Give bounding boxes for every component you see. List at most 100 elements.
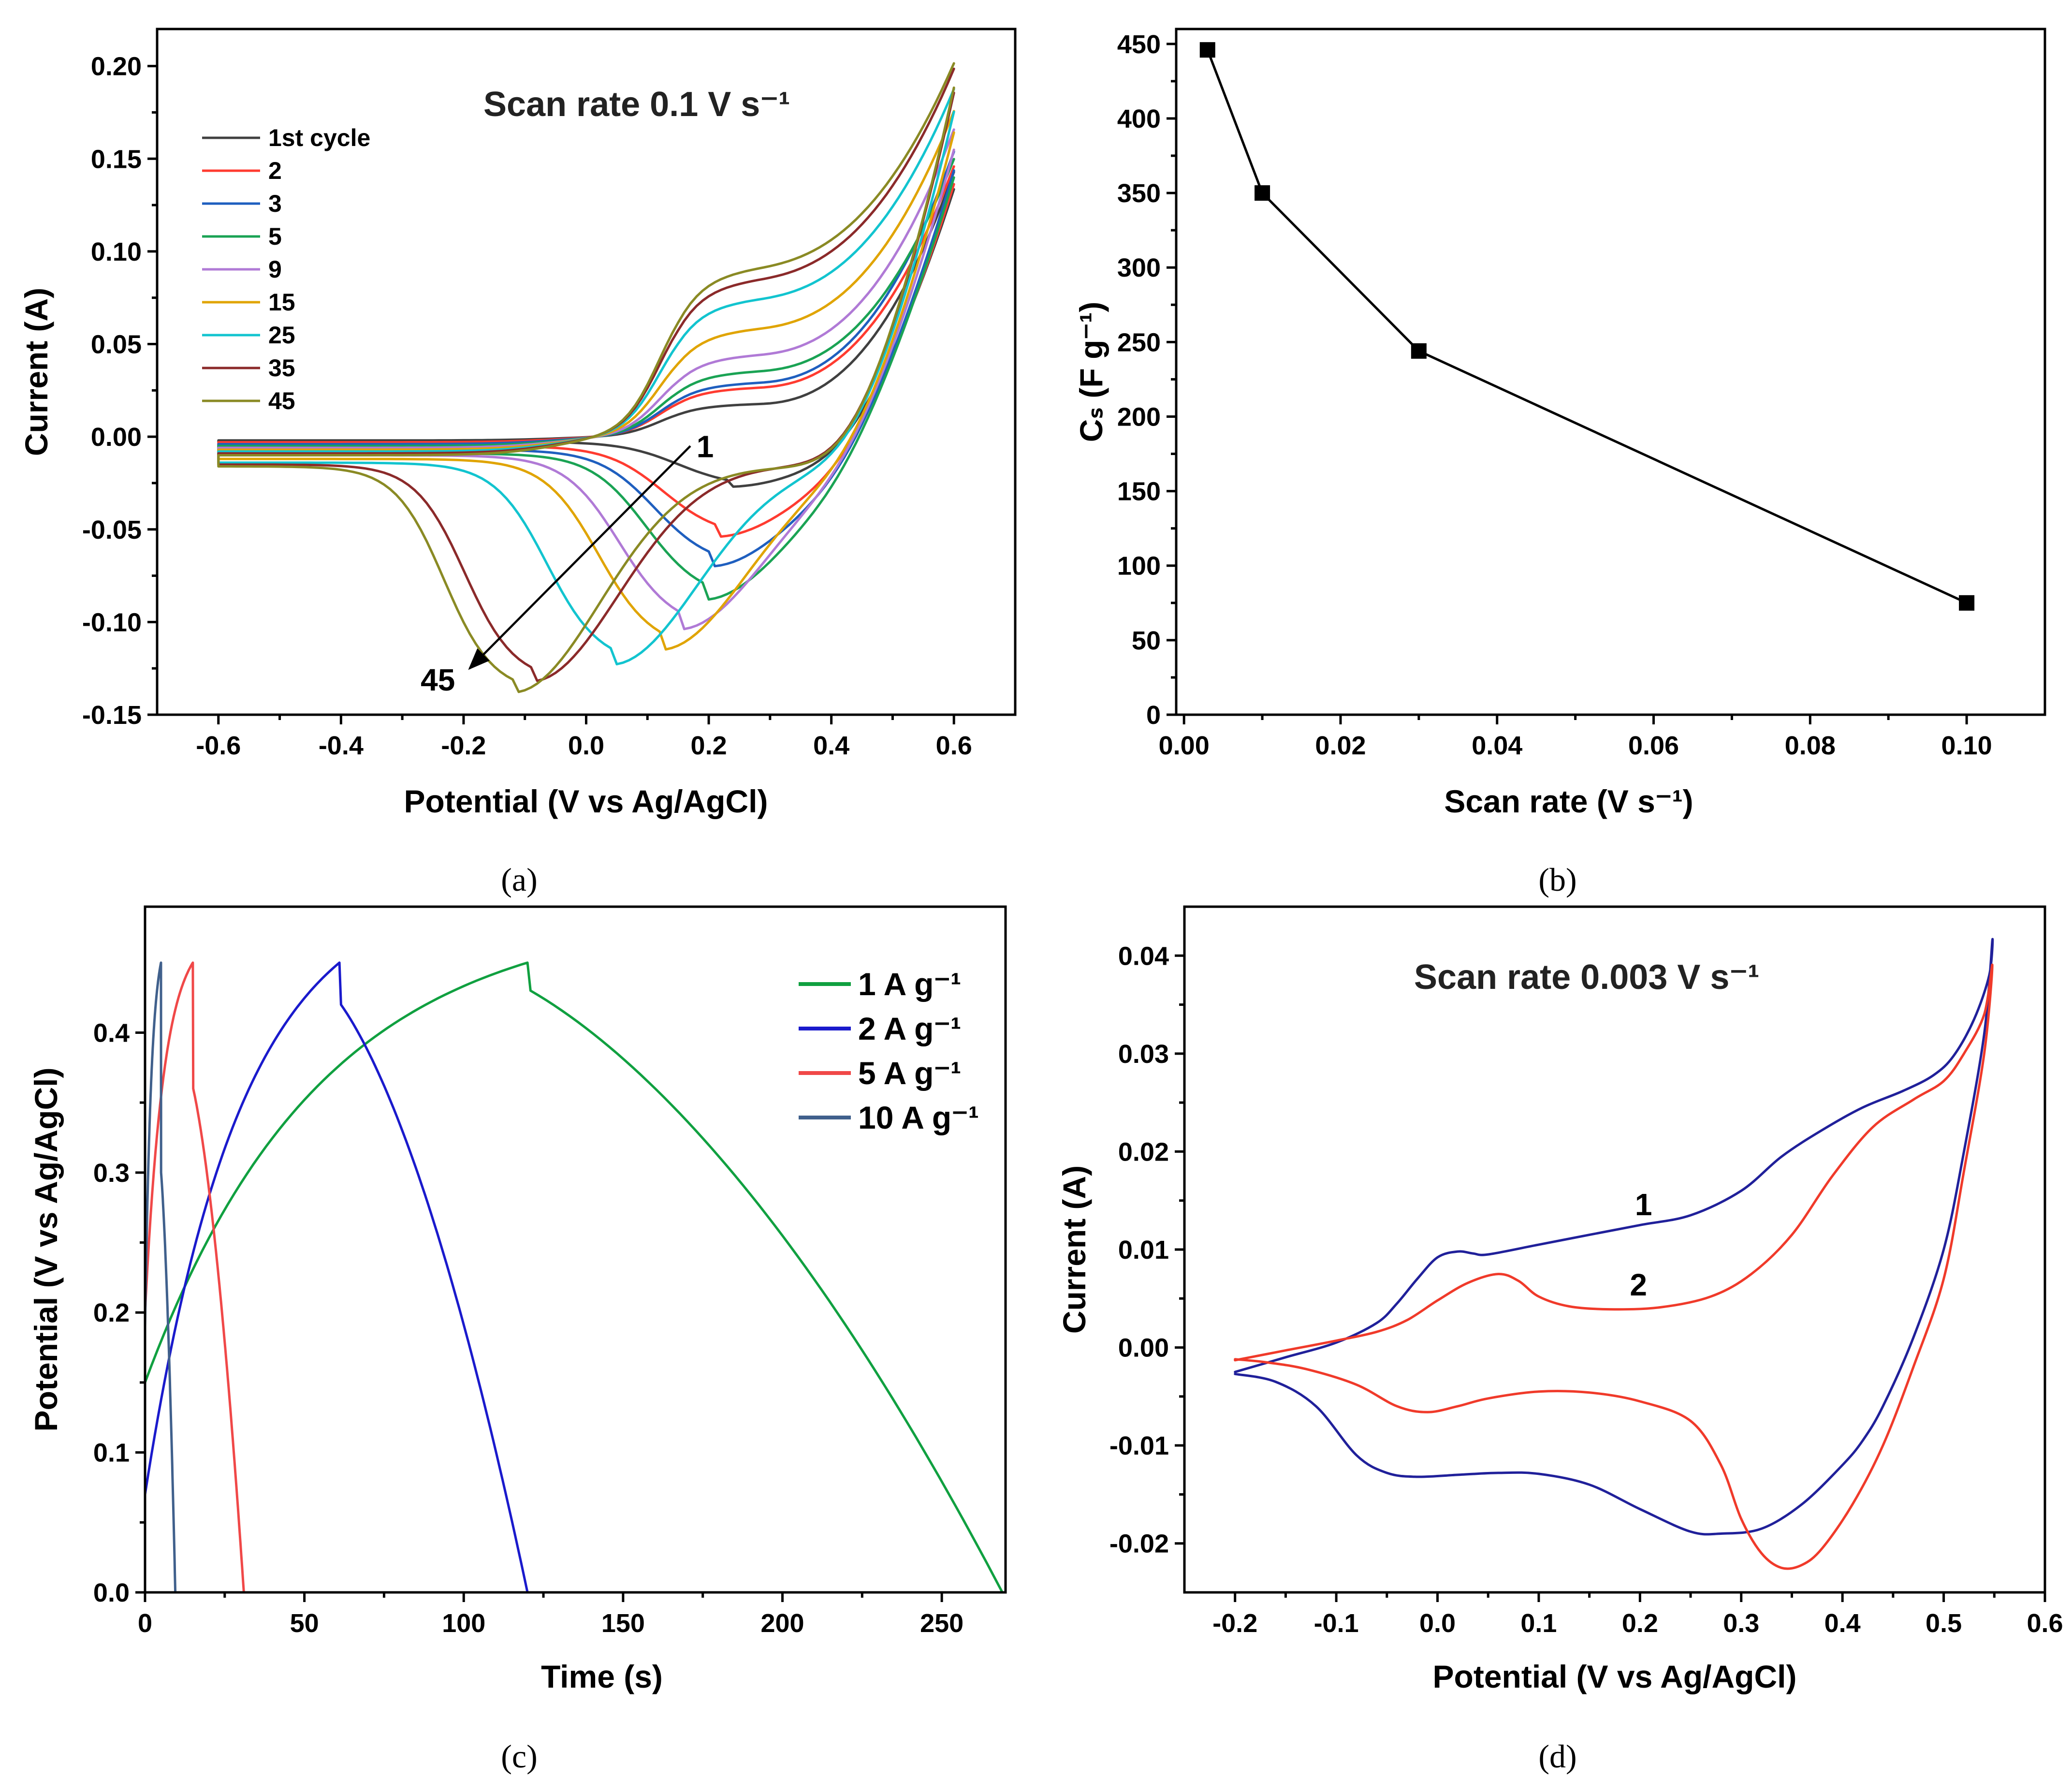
panel-a-y-tick-label: -0.15: [82, 701, 142, 730]
panel-b-plot-frame: [1175, 28, 2046, 716]
panel-d-y-tick-label: -0.02: [1109, 1530, 1169, 1559]
panel-d-annotation-2: 2: [1630, 1267, 1647, 1302]
panel-b-y-tick-label: 100: [1117, 552, 1161, 581]
panel-a-title: Scan rate 0.1 V s⁻¹: [483, 85, 790, 124]
panel-a-series-9: [217, 128, 955, 631]
panel-a-y-tick-label: 0.05: [91, 330, 142, 359]
panel-c-legend-label: 1 A g⁻¹: [858, 966, 961, 1002]
panel-a-legend-label: 5: [268, 223, 282, 250]
panel-d-y-tick-label: 0.04: [1118, 941, 1169, 971]
panel-b-ticks: 0.00 0.02 0.04 0.06 0.08 0.10 0 50 100 150 200 250 3…: [1117, 30, 1992, 760]
panel-b-x-tick-label: 0.08: [1785, 731, 1836, 760]
panel-a-x-axis-label: Potential (V vs Ag/AgCl): [404, 783, 768, 819]
panel-b-y-tick-label: 250: [1117, 328, 1161, 357]
panel-a-series-2: [217, 165, 955, 538]
panel-c-legend: 1 A g⁻¹ 2 A g⁻¹ 5 A g⁻¹ 10 A g⁻¹: [799, 966, 979, 1135]
panel-b-y-tick-label: 200: [1117, 402, 1161, 431]
panel-b-y-tick-label: 0: [1146, 701, 1161, 730]
panel-c-y-tick-label: 0.2: [93, 1298, 130, 1327]
panel-b-x-tick-label: 0.00: [1159, 731, 1210, 760]
panel-a-x-tick-label: 0.4: [813, 731, 849, 760]
panel-d-y-tick-label: 0.03: [1118, 1040, 1169, 1069]
panel-c-gcd: 0 50 100 150 200 250 0.0 0.1 0.2 0.3 0.4 1 A g⁻¹ 2 …: [28, 905, 1007, 1775]
panel-c-series: [144, 961, 529, 1594]
panel-c-series: [144, 961, 177, 1594]
panel-a-legend-label: 1st cycle: [268, 124, 370, 151]
panel-d-x-tick-label: 0.0: [1419, 1609, 1456, 1638]
panel-d-x-tick-label: 0.6: [2027, 1609, 2063, 1638]
caption-c: (c): [501, 1738, 537, 1775]
panel-c-x-tick-label: 100: [442, 1609, 485, 1638]
panel-c-legend-label: 2 A g⁻¹: [858, 1011, 961, 1046]
panel-a-legend-label: 45: [268, 387, 295, 414]
panel-a-x-tick-label: 0.2: [691, 731, 727, 760]
panel-b-y-tick-label: 300: [1117, 253, 1161, 282]
panel-d-title: Scan rate 0.003 V s⁻¹: [1414, 958, 1759, 997]
panel-a-y-tick-label: -0.05: [82, 515, 142, 544]
panel-c-y-tick-label: 0.0: [93, 1578, 130, 1607]
panel-a-y-tick-label: 0.10: [91, 237, 142, 266]
panel-a-y-tick-label: 0.15: [91, 145, 142, 174]
panel-b-y-tick-label: 50: [1132, 626, 1161, 655]
panel-a-legend-label: 3: [268, 190, 282, 217]
panel-c-x-tick-label: 50: [290, 1609, 319, 1638]
caption-a: (a): [501, 861, 537, 898]
panel-a-legend-label: 2: [268, 157, 282, 184]
panel-d-y-tick-label: -0.01: [1109, 1431, 1169, 1460]
panel-b-x-tick-label: 0.10: [1941, 731, 1992, 760]
panel-a-x-tick-label: -0.4: [319, 731, 364, 760]
panel-a-annotation-1: 1: [697, 429, 714, 464]
panel-a-legend-label: 25: [268, 322, 295, 349]
panel-a-trend-arrow: [468, 445, 691, 670]
panel-c-y-tick-label: 0.1: [93, 1439, 130, 1468]
panel-c-x-tick-label: 250: [920, 1609, 963, 1638]
panel-a-ticks: -0.6 -0.4 -0.2 0.0 0.2 0.4 0.6 -0.15 -0.10 -0.05 0…: [82, 52, 972, 760]
panel-b-curves: [1199, 42, 1975, 611]
panel-c-y-tick-label: 0.4: [93, 1018, 130, 1047]
panel-d-x-tick-label: 0.2: [1622, 1609, 1658, 1638]
panel-c-plot-frame: [144, 905, 1007, 1594]
panel-a-series-35: [217, 67, 955, 682]
panel-b-marker: [1959, 595, 1975, 611]
panel-a-y-tick-label: 0.00: [91, 423, 142, 452]
panel-d-x-tick-label: 0.4: [1824, 1609, 1861, 1638]
panel-a-x-tick-label: -0.2: [441, 731, 486, 760]
panel-d-x-tick-label: -0.2: [1212, 1609, 1257, 1638]
panel-a-series-25: [217, 88, 955, 665]
panel-b-line: [1206, 48, 1968, 604]
panel-b-y-tick-label: 400: [1117, 104, 1161, 133]
panel-c-x-tick-label: 200: [760, 1609, 804, 1638]
panel-d-x-axis-label: Potential (V vs Ag/AgCl): [1433, 1659, 1797, 1694]
panel-d-x-tick-label: 0.1: [1520, 1609, 1557, 1638]
panel-a-series-45: [217, 62, 955, 693]
panel-c-x-tick-label: 0: [138, 1609, 152, 1638]
panel-b-x-tick-label: 0.02: [1315, 731, 1366, 760]
panel-b-y-axis-label: Cₛ (F g⁻¹): [1073, 302, 1109, 442]
panel-a-x-tick-label: 0.6: [936, 731, 972, 760]
panel-b-x-tick-label: 0.06: [1628, 731, 1679, 760]
panel-d-series-2: [1234, 963, 1994, 1570]
panel-a-y-tick-label: -0.10: [82, 608, 142, 637]
panel-c-legend-label: 10 A g⁻¹: [858, 1100, 979, 1135]
panel-a-x-tick-label: 0.0: [568, 731, 604, 760]
panel-a-legend-label: 15: [268, 289, 295, 316]
panel-d-cv-0.003: -0.2 -0.1 0.0 0.1 0.2 0.3 0.4 0.5 0.6 -0.02 -0.01 0…: [1056, 905, 2063, 1775]
panel-d-ticks: -0.2 -0.1 0.0 0.1 0.2 0.3 0.4 0.5 0.6 -0.02 -0.01 0…: [1109, 941, 2063, 1638]
caption-b: (b): [1538, 861, 1576, 898]
panel-b-capacitance: 0.00 0.02 0.04 0.06 0.08 0.10 0 50 100 150 200 250 3…: [1073, 28, 2046, 898]
panel-d-x-tick-label: 0.3: [1723, 1609, 1759, 1638]
panel-c-x-axis-label: Time (s): [541, 1659, 663, 1694]
caption-d: (d): [1538, 1738, 1576, 1775]
panel-d-y-tick-label: 0.00: [1118, 1334, 1169, 1363]
panel-a-x-tick-label: -0.6: [196, 731, 241, 760]
panel-a-y-axis-label: Current (A): [18, 288, 54, 456]
panel-d-annotation-1: 1: [1635, 1187, 1652, 1222]
panel-b-marker: [1199, 42, 1215, 58]
panel-a-y-tick-label: 0.20: [91, 52, 142, 81]
panel-d-y-axis-label: Current (A): [1056, 1165, 1092, 1334]
panel-b-x-axis-label: Scan rate (V s⁻¹): [1444, 783, 1693, 819]
panel-d-x-tick-label: -0.1: [1314, 1609, 1359, 1638]
panel-c-legend-label: 5 A g⁻¹: [858, 1055, 961, 1091]
